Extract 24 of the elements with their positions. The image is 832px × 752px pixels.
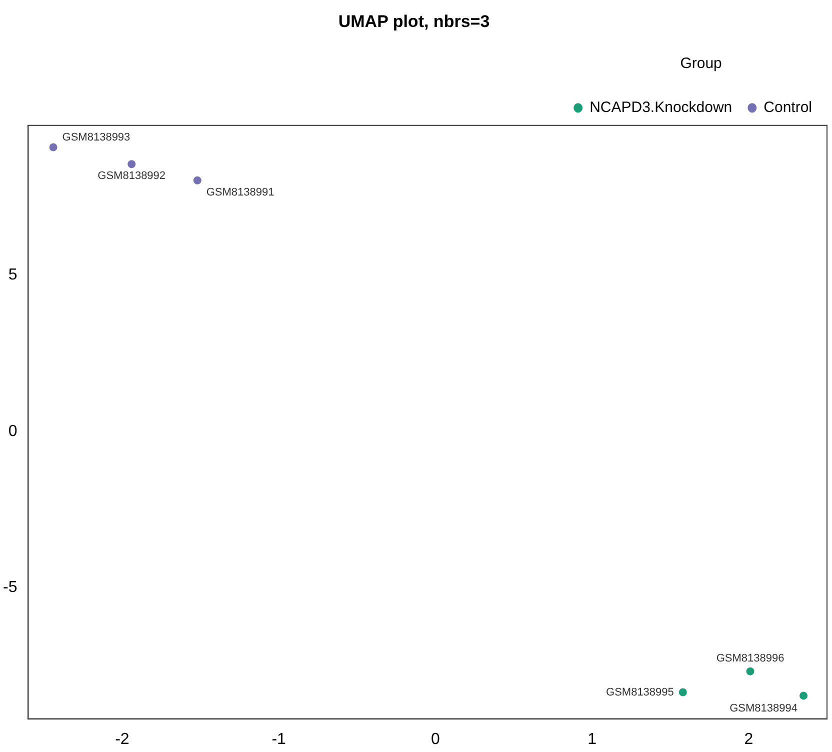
y-tick-label: 0 xyxy=(8,422,18,440)
annotation: GSM8138992 xyxy=(98,170,166,182)
annotation: GSM8138995 xyxy=(606,686,674,698)
chart-title: UMAP plot, nbrs=3 xyxy=(338,12,490,31)
x-tick-label: -1 xyxy=(272,730,286,748)
x-tick-label: 1 xyxy=(588,730,597,748)
y-tick-label: -5 xyxy=(2,579,18,596)
legend-title: Group xyxy=(680,55,722,72)
annotation: GSM8138991 xyxy=(206,186,274,198)
x-tick-label: -2 xyxy=(115,730,130,748)
point xyxy=(800,692,808,700)
point xyxy=(746,667,754,676)
legend-label: Control xyxy=(764,99,812,116)
annotation: GSM8138994 xyxy=(730,702,798,715)
annotation: GSM8138996 xyxy=(716,652,784,664)
legend-label: NCAPD3.Knockdown xyxy=(590,99,732,116)
x-tick-label: 0 xyxy=(430,730,440,748)
point xyxy=(49,143,58,152)
y-tick-label: 5 xyxy=(8,266,18,284)
point xyxy=(128,160,136,168)
x-tick-label: 2 xyxy=(744,730,754,748)
annotation: GSM8138993 xyxy=(62,131,130,144)
point xyxy=(678,688,687,696)
point xyxy=(193,176,202,184)
